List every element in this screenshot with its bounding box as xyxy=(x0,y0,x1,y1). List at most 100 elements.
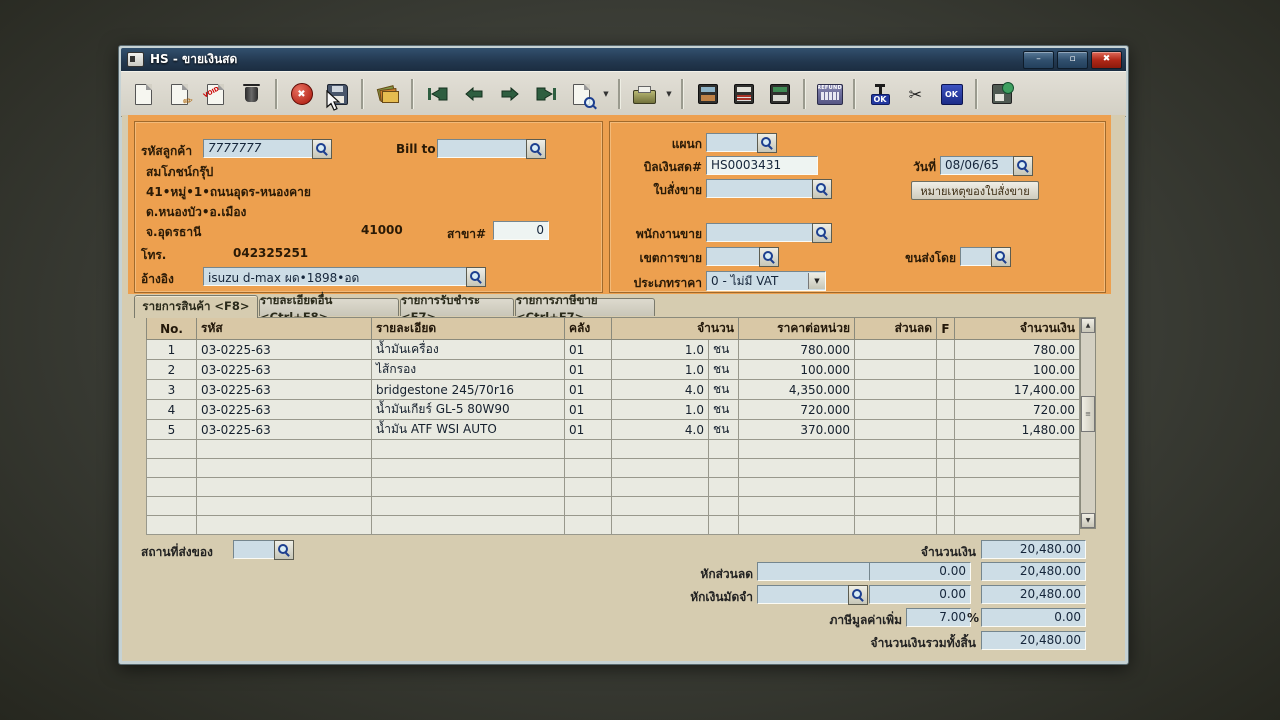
col-qty[interactable]: จำนวน xyxy=(611,317,739,340)
sales-order-search-button[interactable] xyxy=(812,179,832,199)
sales-order-field[interactable] xyxy=(706,179,819,198)
cell-discount xyxy=(854,359,937,380)
cancel-button[interactable]: ✖ xyxy=(285,77,318,111)
cash-register-3-button[interactable] xyxy=(763,77,796,111)
table-row-empty[interactable] xyxy=(146,496,1080,516)
bill-to-field[interactable] xyxy=(437,139,533,158)
table-row[interactable]: 3 03-0225-63 bridgestone 245/70r16 01 4.… xyxy=(146,379,1080,400)
col-warehouse[interactable]: คลัง xyxy=(564,317,612,340)
bill-no-field[interactable]: HS0003431 xyxy=(706,156,818,175)
next-record-button[interactable] xyxy=(493,77,526,111)
col-no[interactable]: No. xyxy=(146,317,197,340)
search-icon xyxy=(816,227,828,239)
edit-document-button[interactable]: ✏ xyxy=(163,77,196,111)
discount-input[interactable] xyxy=(757,562,875,581)
title-bar[interactable]: HS - ขายเงินสด – ▫ ✖ xyxy=(121,48,1126,71)
department-search-button[interactable] xyxy=(757,133,777,153)
table-row-empty[interactable] xyxy=(146,515,1080,535)
price-type-label: ประเภทราคา xyxy=(633,276,702,290)
cell-desc: น้ำมัน ATF WSI AUTO xyxy=(371,419,565,440)
minimize-button[interactable]: – xyxy=(1023,50,1054,69)
col-code[interactable]: รหัส xyxy=(196,317,372,340)
void-document-button[interactable]: VOID xyxy=(199,77,232,111)
salesman-search-button[interactable] xyxy=(812,223,832,243)
toolbar-separator xyxy=(411,79,414,109)
grid-scrollbar[interactable]: ▲ ≡ ▼ xyxy=(1080,317,1096,529)
confirm-ok-button[interactable]: OK xyxy=(935,77,968,111)
reference-field[interactable]: isuzu d-max ผด•1898•อด xyxy=(203,267,473,286)
new-document-icon xyxy=(135,83,152,105)
search-icon xyxy=(470,271,482,283)
tab-other-details[interactable]: รายละเอียดอื่น <Ctrl+F8> xyxy=(259,293,399,324)
customer-code-field[interactable]: 7777777 xyxy=(203,139,315,158)
vat-rate-field[interactable]: 7.00 xyxy=(906,608,971,627)
price-type-combo[interactable]: 0 - ไม่มี VAT ▼ xyxy=(706,271,826,291)
customer-account-button[interactable] xyxy=(985,77,1018,111)
order-note-button[interactable]: หมายเหตุของใบสั่งขาย xyxy=(911,181,1039,200)
tab-payments[interactable]: รายการรับชำระ <F7> xyxy=(400,293,514,324)
col-unit-price[interactable]: ราคาต่อหน่วย xyxy=(738,317,855,340)
tab-items[interactable]: รายการสินค้า <F8> xyxy=(134,295,258,318)
cell-amount: 17,400.00 xyxy=(954,379,1080,400)
last-record-button[interactable] xyxy=(529,77,562,111)
chevron-down-icon[interactable]: ▼ xyxy=(808,273,825,289)
close-button[interactable]: ✖ xyxy=(1091,50,1122,69)
preview-dropdown-caret[interactable]: ▼ xyxy=(603,90,609,98)
table-row-empty[interactable] xyxy=(146,439,1080,459)
deposit-input[interactable] xyxy=(757,585,856,604)
first-record-button[interactable] xyxy=(421,77,454,111)
toolbar-separator xyxy=(681,79,684,109)
toolbar-separator xyxy=(361,79,364,109)
reference-search-button[interactable] xyxy=(466,267,486,287)
tab-sales-tax[interactable]: รายการภาษีขาย <Ctrl+F7> xyxy=(515,293,655,324)
branch-field[interactable]: 0 xyxy=(493,221,549,240)
approve-ok-button[interactable]: OK xyxy=(863,77,896,111)
cash-register-2-button[interactable] xyxy=(727,77,760,111)
reference-label: อ้างอิง xyxy=(141,272,174,286)
deposit-value-field[interactable]: 0.00 xyxy=(869,585,971,604)
print-dropdown-caret[interactable]: ▼ xyxy=(666,90,672,98)
pin-ok-icon: OK xyxy=(870,83,890,105)
date-search-button[interactable] xyxy=(1013,156,1033,176)
cell-no: 2 xyxy=(146,359,197,380)
browse-documents-button[interactable] xyxy=(371,77,404,111)
table-row-empty[interactable] xyxy=(146,477,1080,497)
cut-document-button[interactable]: ✂ xyxy=(899,77,932,111)
col-discount[interactable]: ส่วนลด xyxy=(854,317,937,340)
sales-area-search-button[interactable] xyxy=(759,247,779,267)
sales-area-field[interactable] xyxy=(706,247,766,266)
refund-button[interactable]: REFUND xyxy=(813,77,846,111)
next-record-icon xyxy=(501,87,519,101)
customer-province: จ.อุดรธานี xyxy=(146,225,202,239)
col-amount[interactable]: จำนวนเงิน xyxy=(954,317,1080,340)
transport-search-button[interactable] xyxy=(991,247,1011,267)
customer-search-button[interactable] xyxy=(312,139,332,159)
discount-value-field[interactable]: 0.00 xyxy=(869,562,971,581)
cash-register-button[interactable] xyxy=(691,77,724,111)
toolbar-separator xyxy=(275,79,278,109)
date-field[interactable]: 08/06/65 xyxy=(940,156,1020,175)
table-row[interactable]: 5 03-0225-63 น้ำมัน ATF WSI AUTO 01 4.0 … xyxy=(146,419,1080,440)
print-preview-button[interactable] xyxy=(565,77,598,111)
table-row-empty[interactable] xyxy=(146,458,1080,478)
salesman-field[interactable] xyxy=(706,223,819,242)
table-row[interactable]: 1 03-0225-63 น้ำมันเครื่อง 01 1.0 ชน 780… xyxy=(146,339,1080,360)
table-row[interactable]: 2 03-0225-63 ไส้กรอง 01 1.0 ชน 100.000 1… xyxy=(146,359,1080,380)
department-field[interactable] xyxy=(706,133,764,152)
delivery-search-button[interactable] xyxy=(274,540,294,560)
scroll-down-icon[interactable]: ▼ xyxy=(1081,513,1095,528)
maximize-button[interactable]: ▫ xyxy=(1057,50,1088,69)
print-button[interactable] xyxy=(628,77,661,111)
col-desc[interactable]: รายละเอียด xyxy=(371,317,565,340)
table-row[interactable]: 4 03-0225-63 น้ำมันเกียร์ GL-5 80W90 01 … xyxy=(146,399,1080,420)
new-document-button[interactable] xyxy=(127,77,160,111)
toolbar-separator xyxy=(618,79,621,109)
delete-button[interactable] xyxy=(235,77,268,111)
previous-record-button[interactable] xyxy=(457,77,490,111)
bill-to-search-button[interactable] xyxy=(526,139,546,159)
col-f[interactable]: F xyxy=(936,317,955,340)
scrollbar-thumb[interactable]: ≡ xyxy=(1081,396,1095,432)
scroll-up-icon[interactable]: ▲ xyxy=(1081,318,1095,333)
search-icon xyxy=(278,544,290,556)
deposit-search-button[interactable] xyxy=(848,585,868,605)
